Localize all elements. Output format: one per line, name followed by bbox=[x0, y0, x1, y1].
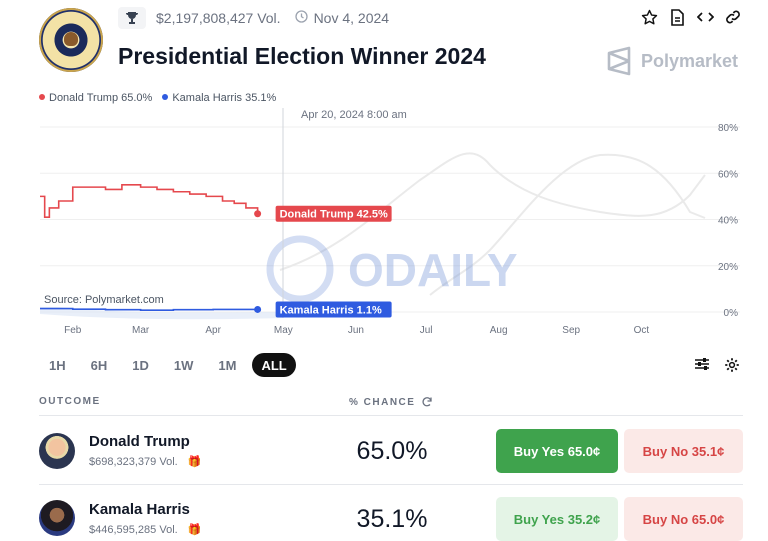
outcome-chance: 65.0% bbox=[356, 437, 428, 465]
hover-label-bg bbox=[275, 301, 392, 318]
watermark-logo bbox=[266, 235, 334, 303]
source-label-bg bbox=[39, 291, 179, 307]
star-icon[interactable] bbox=[640, 8, 658, 26]
page-title: Presidential Election Winner 2024 bbox=[118, 43, 486, 69]
series-line-kamala-harris bbox=[40, 307, 258, 311]
brand-logo[interactable]: Polymarket bbox=[606, 46, 738, 76]
brand-name: Polymarket bbox=[640, 50, 738, 71]
outcome-row-harris[interactable]: Kamala Harris $446,595,285 Vol. 🎁 35.1% B… bbox=[39, 484, 743, 541]
refresh-icon[interactable] bbox=[421, 396, 433, 408]
buy-no-button[interactable]: Buy No 35.1¢ bbox=[624, 429, 743, 473]
range-button-1w[interactable]: 1W bbox=[173, 357, 194, 373]
legend-item-harris[interactable]: Kamala Harris 35.1% bbox=[162, 92, 276, 104]
faded-band bbox=[40, 305, 283, 320]
range-button-1h[interactable]: 1H bbox=[49, 357, 66, 373]
gift-icon[interactable]: 🎁 bbox=[187, 456, 202, 468]
polymarket-icon bbox=[607, 46, 631, 76]
avatar-trump bbox=[39, 433, 75, 469]
series-line-donald-trump bbox=[40, 184, 259, 218]
faded-future-line-b bbox=[429, 153, 706, 296]
hover-label: Donald Trump 42.5% bbox=[280, 209, 388, 221]
document-icon[interactable] bbox=[668, 8, 686, 26]
range-button-1m[interactable]: 1M bbox=[218, 357, 237, 373]
y-tick-label: 60% bbox=[718, 169, 738, 180]
hover-date: Apr 20, 2024 8:00 am bbox=[301, 109, 407, 121]
x-tick-label: Jun bbox=[348, 325, 364, 336]
clock-icon bbox=[294, 10, 308, 26]
x-tick-label: Feb bbox=[64, 325, 82, 336]
x-tick-label: Jul bbox=[420, 325, 433, 336]
market-end-date: Nov 4, 2024 bbox=[313, 10, 390, 26]
top-actions bbox=[640, 8, 742, 26]
x-tick-label: May bbox=[274, 325, 293, 336]
outcome-row-trump[interactable]: Donald Trump $698,323,379 Vol. 🎁 65.0% Bu… bbox=[39, 415, 743, 485]
y-tick-label: 40% bbox=[718, 216, 738, 227]
y-tick-label: 80% bbox=[718, 123, 738, 134]
presidential-seal-logo bbox=[39, 8, 103, 72]
outcome-volume: $446,595,285 Vol. 🎁 bbox=[89, 523, 202, 537]
hover-point bbox=[254, 210, 262, 218]
outcome-name[interactable]: Kamala Harris bbox=[89, 501, 190, 518]
chart-legend: Donald Trump 65.0% Kamala Harris 35.1% bbox=[39, 92, 276, 104]
market-meta: $2,197,808,427 Vol. Nov 4, 2024 bbox=[118, 7, 389, 29]
chance-header-label: % CHANCE bbox=[349, 396, 416, 408]
embed-code-icon[interactable] bbox=[696, 8, 714, 26]
hover-label-bg bbox=[275, 205, 392, 222]
x-tick-label: Aug bbox=[490, 325, 508, 336]
buy-yes-button[interactable]: Buy Yes 35.2¢ bbox=[496, 497, 618, 541]
buy-no-button[interactable]: Buy No 65.0¢ bbox=[624, 497, 743, 541]
avatar-harris bbox=[39, 500, 75, 536]
hover-label: Kamala Harris 1.1% bbox=[280, 304, 382, 316]
link-icon[interactable] bbox=[724, 8, 742, 26]
market-volume: $2,197,808,427 Vol. bbox=[156, 10, 281, 26]
outcome-volume: $698,323,379 Vol. 🎁 bbox=[89, 455, 202, 469]
range-button-6h[interactable]: 6H bbox=[90, 357, 108, 373]
chart-source: Source: Polymarket.com bbox=[44, 294, 164, 306]
range-button-1d[interactable]: 1D bbox=[132, 357, 149, 373]
chart-controls bbox=[694, 357, 740, 378]
hover-point bbox=[254, 305, 262, 313]
outcome-chance: 35.1% bbox=[356, 505, 428, 533]
settings-gear-icon[interactable] bbox=[724, 357, 740, 378]
sliders-icon[interactable] bbox=[694, 357, 710, 378]
y-tick-label: 0% bbox=[724, 308, 739, 319]
range-button-all[interactable]: ALL bbox=[252, 353, 296, 377]
x-tick-label: Mar bbox=[132, 325, 150, 336]
watermark: ODAILY bbox=[348, 244, 518, 296]
y-tick-label: 20% bbox=[718, 262, 738, 273]
outcome-name[interactable]: Donald Trump bbox=[89, 433, 190, 450]
outcome-column-header: OUTCOME bbox=[39, 396, 101, 407]
price-chart[interactable]: 80% 60% 40% 20% 0% ODAILY Apr 20, 2024 8:00 … bbox=[0, 100, 768, 340]
buy-yes-button[interactable]: Buy Yes 65.0¢ bbox=[496, 429, 618, 473]
legend-item-trump[interactable]: Donald Trump 65.0% bbox=[39, 92, 152, 104]
x-tick-label: Sep bbox=[562, 325, 580, 336]
trophy-icon[interactable] bbox=[118, 7, 146, 29]
time-range-tabs: 1H 6H 1D 1W 1M ALL bbox=[40, 353, 296, 377]
gift-icon[interactable]: 🎁 bbox=[187, 524, 202, 536]
x-tick-label: Apr bbox=[205, 325, 221, 336]
x-tick-label: Oct bbox=[634, 325, 650, 336]
chance-column-header: % CHANCE bbox=[349, 396, 433, 408]
